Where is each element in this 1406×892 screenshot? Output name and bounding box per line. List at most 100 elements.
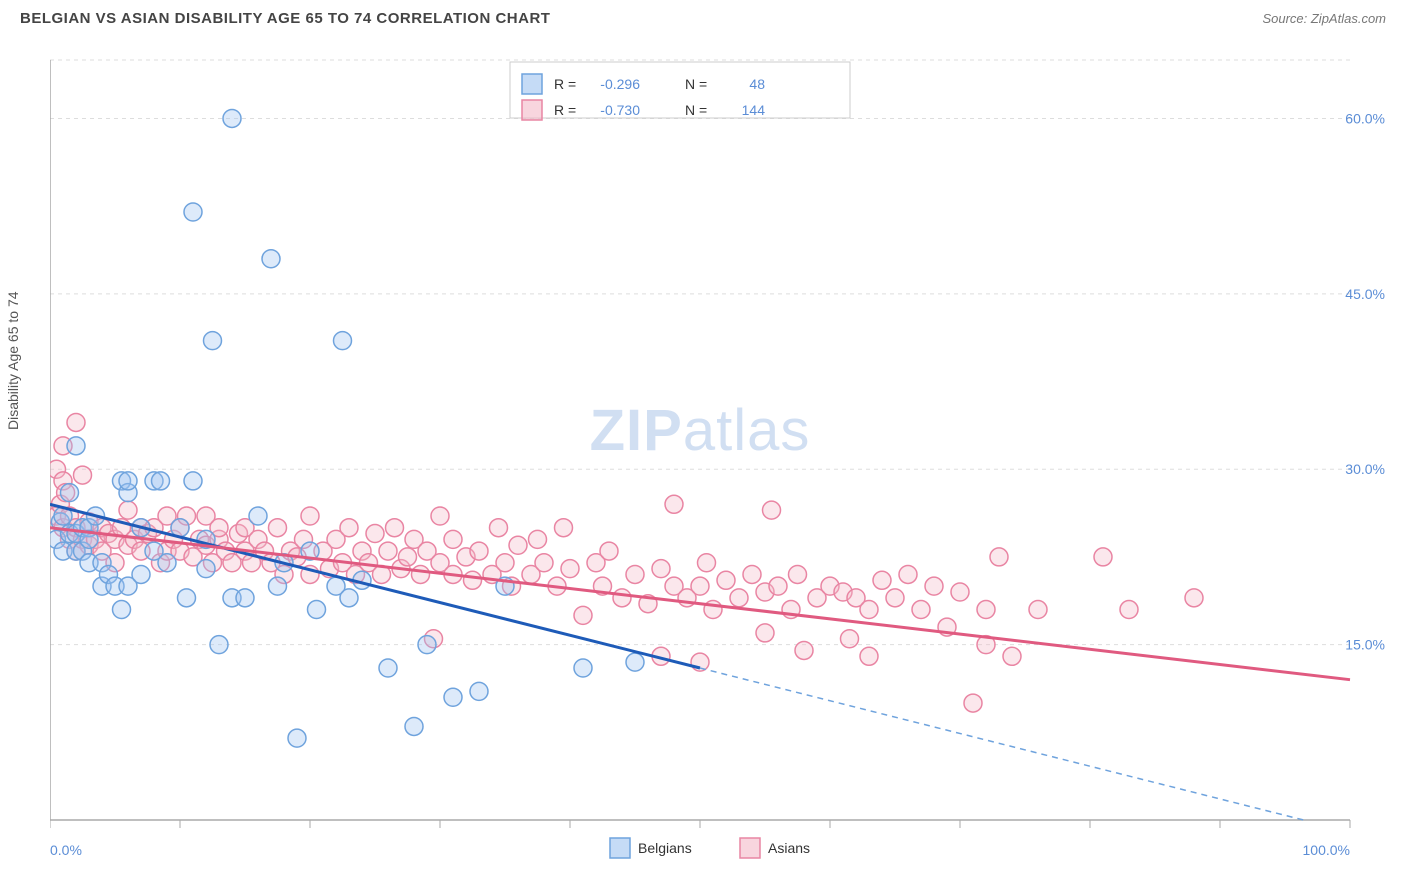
data-point xyxy=(490,519,508,537)
data-point xyxy=(555,519,573,537)
data-point xyxy=(1003,647,1021,665)
x-tick-label: 100.0% xyxy=(1303,842,1350,858)
data-point xyxy=(236,589,254,607)
data-point xyxy=(717,571,735,589)
data-point xyxy=(67,413,85,431)
data-point xyxy=(431,507,449,525)
data-point xyxy=(964,694,982,712)
legend-stat-label: R = xyxy=(554,76,576,92)
data-point xyxy=(67,437,85,455)
legend-swatch xyxy=(610,838,630,858)
data-point xyxy=(912,601,930,619)
data-point xyxy=(340,589,358,607)
data-point xyxy=(301,507,319,525)
data-point xyxy=(561,560,579,578)
data-point xyxy=(1120,601,1138,619)
data-point xyxy=(574,606,592,624)
legend-swatch xyxy=(522,74,542,94)
data-point xyxy=(262,250,280,268)
data-point xyxy=(340,519,358,537)
data-point xyxy=(951,583,969,601)
data-point xyxy=(412,565,430,583)
y-tick-label: 15.0% xyxy=(1345,637,1385,653)
legend-series-label: Belgians xyxy=(638,840,692,856)
data-point xyxy=(626,653,644,671)
data-point xyxy=(132,565,150,583)
data-point xyxy=(119,472,137,490)
data-point xyxy=(269,577,287,595)
data-point xyxy=(223,109,241,127)
data-point xyxy=(178,589,196,607)
legend-series-label: Asians xyxy=(768,840,810,856)
data-point xyxy=(184,472,202,490)
data-point xyxy=(334,332,352,350)
data-point xyxy=(789,565,807,583)
data-point xyxy=(158,554,176,572)
data-point xyxy=(184,203,202,221)
y-tick-label: 60.0% xyxy=(1345,110,1385,126)
y-tick-label: 30.0% xyxy=(1345,461,1385,477)
data-point xyxy=(698,554,716,572)
data-point xyxy=(763,501,781,519)
data-point xyxy=(529,530,547,548)
watermark: ZIPatlas xyxy=(590,398,811,463)
data-point xyxy=(496,554,514,572)
data-point xyxy=(74,466,92,484)
data-point xyxy=(600,542,618,560)
data-point xyxy=(860,601,878,619)
data-point xyxy=(399,548,417,566)
legend-stat-label: R = xyxy=(554,102,576,118)
data-point xyxy=(386,519,404,537)
data-point xyxy=(873,571,891,589)
data-point xyxy=(470,542,488,560)
legend-stat-label: N = xyxy=(685,76,707,92)
data-point xyxy=(899,565,917,583)
data-point xyxy=(418,636,436,654)
data-point xyxy=(1094,548,1112,566)
legend-stat-label: N = xyxy=(685,102,707,118)
data-point xyxy=(665,495,683,513)
y-axis-label: Disability Age 65 to 74 xyxy=(5,291,21,430)
data-point xyxy=(925,577,943,595)
data-point xyxy=(841,630,859,648)
legend-swatch xyxy=(740,838,760,858)
legend-n-value: 144 xyxy=(742,102,766,118)
data-point xyxy=(464,571,482,589)
y-tick-label: 45.0% xyxy=(1345,286,1385,302)
chart-title: BELGIAN VS ASIAN DISABILITY AGE 65 TO 74… xyxy=(20,10,550,27)
source-credit: Source: ZipAtlas.com xyxy=(1262,11,1386,26)
data-point xyxy=(249,507,267,525)
scatter-chart: 15.0%30.0%45.0%60.0%0.0%100.0%ZIPatlasR … xyxy=(50,50,1390,840)
data-point xyxy=(990,548,1008,566)
data-point xyxy=(1185,589,1203,607)
data-point xyxy=(886,589,904,607)
trend-line-extrapolated xyxy=(700,668,1304,820)
data-point xyxy=(379,659,397,677)
data-point xyxy=(652,560,670,578)
data-point xyxy=(626,565,644,583)
legend-r-value: -0.730 xyxy=(600,102,640,118)
data-point xyxy=(113,601,131,619)
data-point xyxy=(743,565,761,583)
data-point xyxy=(535,554,553,572)
legend-n-value: 48 xyxy=(749,76,765,92)
data-point xyxy=(269,519,287,537)
data-point xyxy=(204,332,222,350)
data-point xyxy=(691,577,709,595)
data-point xyxy=(197,560,215,578)
data-point xyxy=(860,647,878,665)
data-point xyxy=(509,536,527,554)
data-point xyxy=(795,641,813,659)
data-point xyxy=(730,589,748,607)
data-point xyxy=(977,601,995,619)
data-point xyxy=(444,530,462,548)
data-point xyxy=(366,525,384,543)
data-point xyxy=(405,717,423,735)
x-tick-label: 0.0% xyxy=(50,842,82,858)
data-point xyxy=(61,484,79,502)
data-point xyxy=(308,601,326,619)
legend-r-value: -0.296 xyxy=(600,76,640,92)
data-point xyxy=(574,659,592,677)
data-point xyxy=(119,501,137,519)
legend-swatch xyxy=(522,100,542,120)
